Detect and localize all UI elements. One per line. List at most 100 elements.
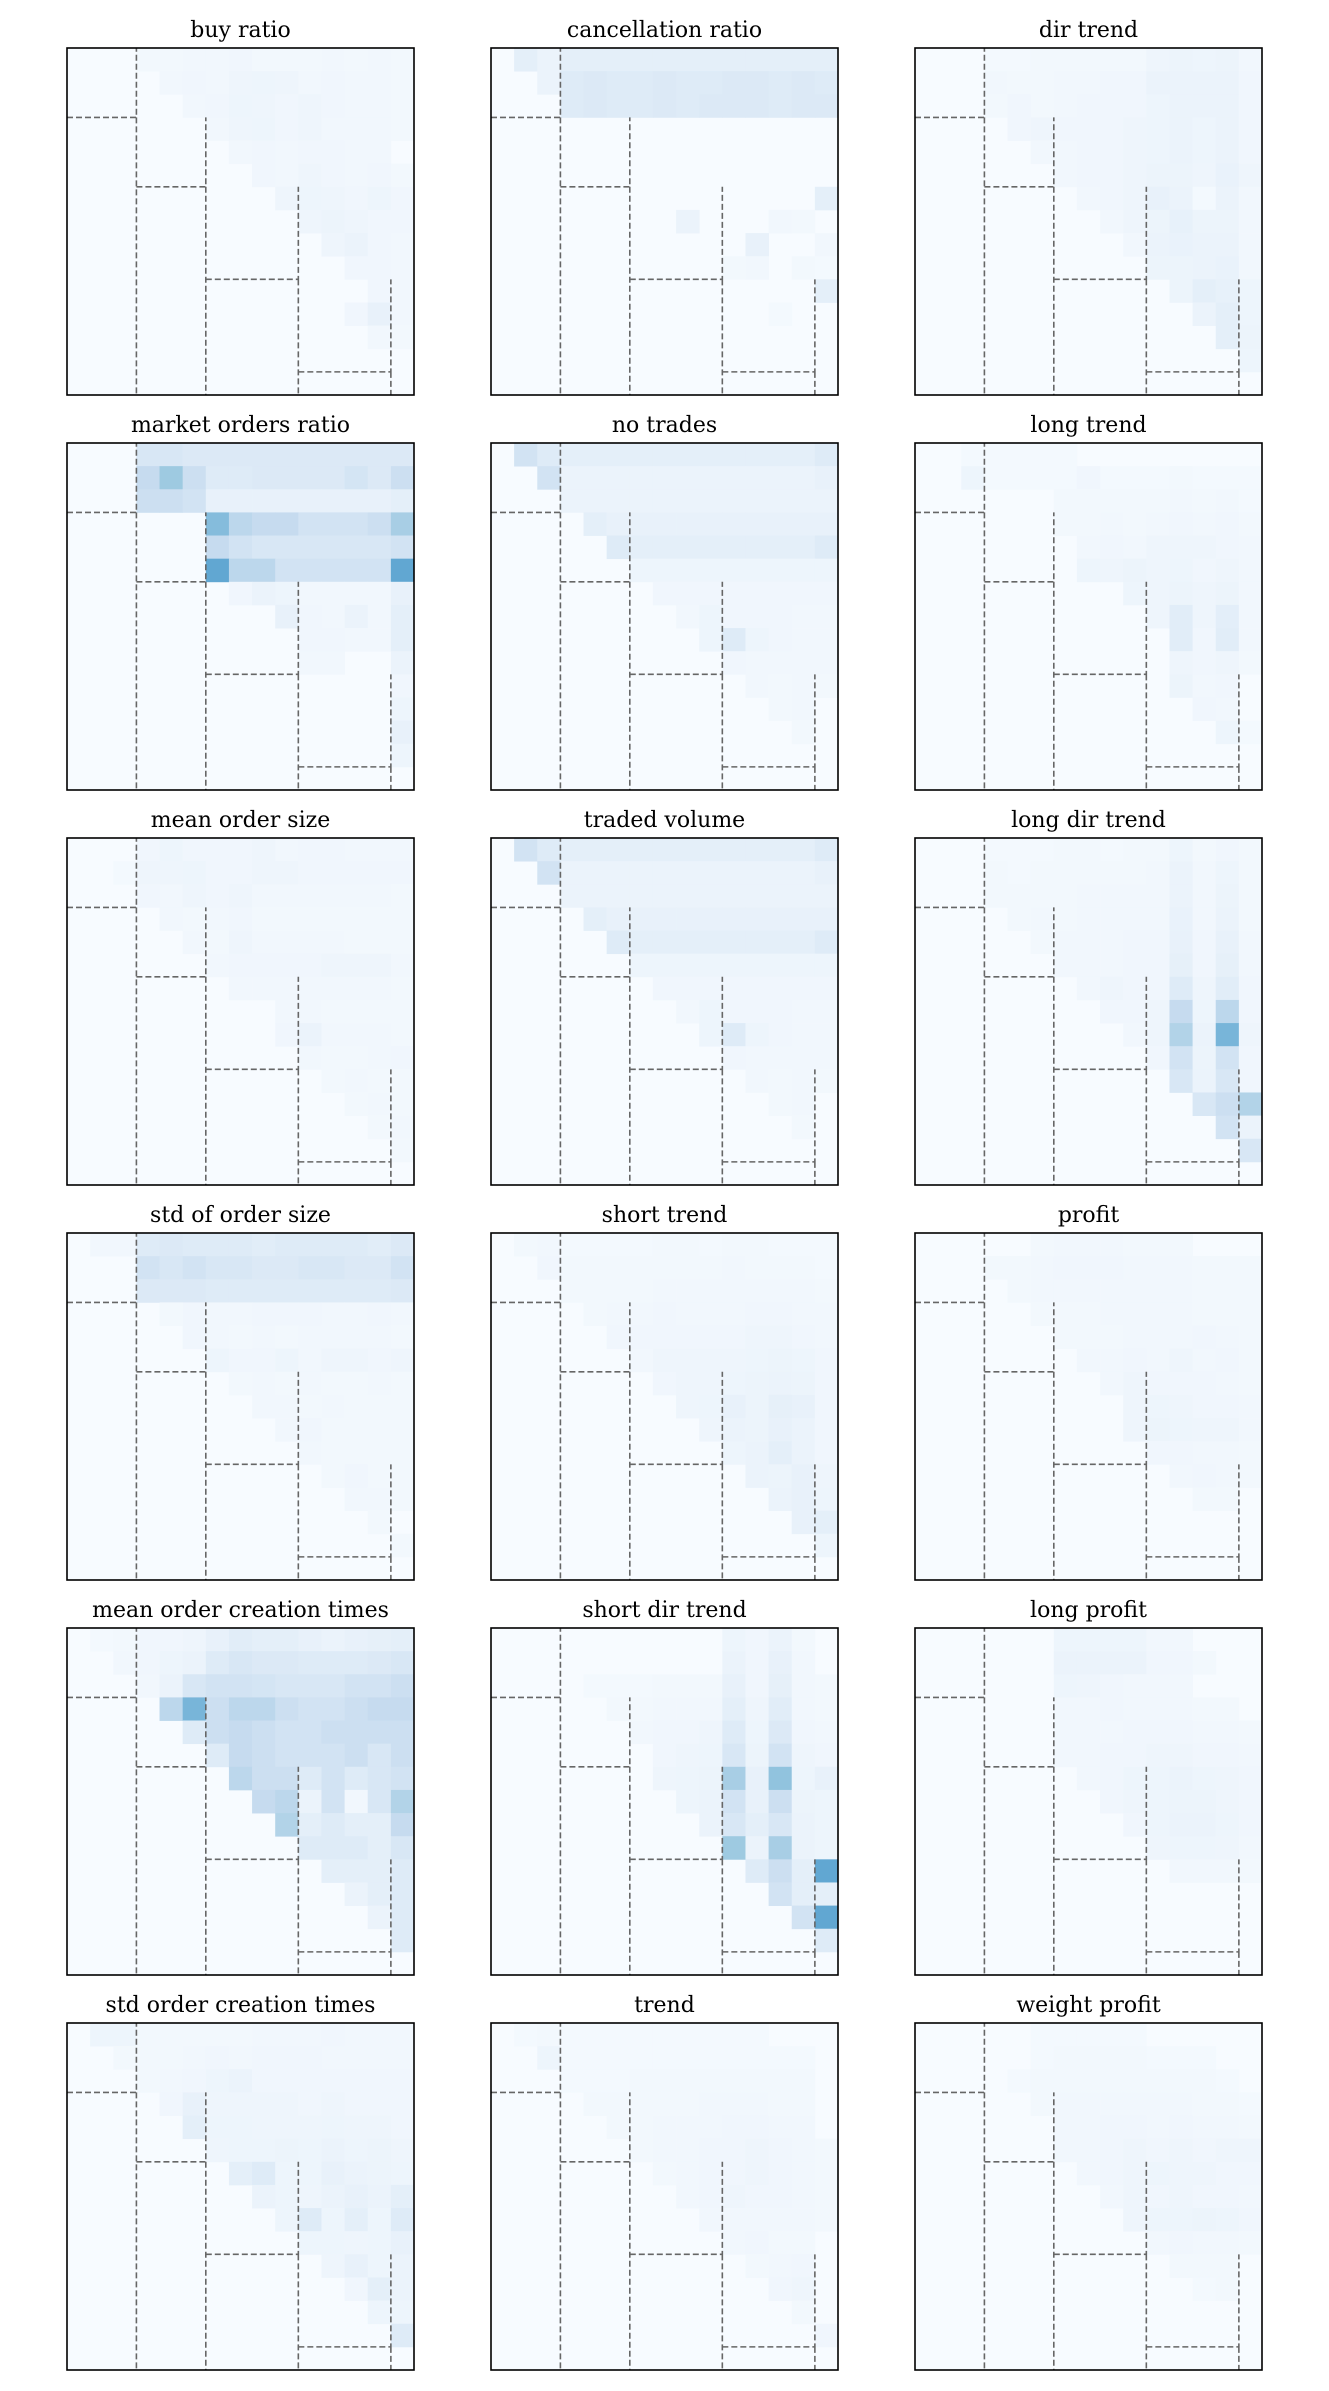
panel-title: long profit (1030, 1598, 1147, 1623)
heatmap-cell (252, 1233, 276, 1257)
heatmap-cell (560, 489, 584, 513)
heatmap-cell (652, 1743, 677, 1768)
heatmap-cell (1123, 2138, 1147, 2163)
heatmap-cell (1100, 2069, 1124, 2093)
heatmap-cell (136, 489, 160, 513)
heatmap-cell (699, 838, 723, 862)
heatmap-cell (745, 2161, 769, 2186)
heatmap-cell (390, 628, 415, 652)
heatmap-cell (228, 2161, 253, 2186)
heatmap-cell (1192, 1813, 1217, 1837)
heatmap-cell (1238, 1348, 1263, 1373)
heatmap-cell (367, 117, 392, 141)
heatmap-cell (1169, 838, 1193, 862)
panel-title: std of order size (150, 1203, 331, 1228)
heatmap-cell (814, 651, 839, 675)
panel-title: profit (1058, 1203, 1120, 1228)
heatmap-cell (1007, 466, 1032, 490)
heatmap-cell (1215, 279, 1240, 303)
panel-frame (490, 1627, 839, 1976)
heatmap-cell (1192, 838, 1217, 862)
heatmap-cell (298, 2138, 322, 2163)
heatmap-cell (298, 117, 322, 141)
heatmap-cell (205, 838, 230, 862)
heatmap-cell (1215, 1743, 1240, 1768)
heatmap-cell (814, 2184, 839, 2209)
heatmap-cell (629, 1348, 654, 1373)
heatmap-cell (321, 1279, 345, 1303)
heatmap-cell (1215, 1766, 1240, 1791)
heatmap-cell (390, 1371, 415, 1396)
heatmap-cell (1169, 861, 1193, 885)
heatmap-cell (298, 1233, 322, 1257)
heatmap-cell (390, 1836, 415, 1860)
heatmap-cell (699, 1394, 723, 1419)
heatmap-cell (1053, 884, 1078, 908)
heatmap-cell (390, 209, 415, 234)
heatmap-cell (814, 48, 839, 72)
heatmap-cell (390, 279, 415, 303)
heatmap-cell (205, 2069, 230, 2093)
heatmap-cell (367, 1233, 392, 1257)
heatmap-cell (1238, 1789, 1263, 1814)
heatmap-cell (1053, 1279, 1078, 1303)
heatmap-cell (1215, 651, 1240, 675)
heatmap-cell (814, 1836, 839, 1860)
heatmap-cell (606, 2046, 631, 2070)
heatmap-cell (228, 861, 253, 885)
heatmap-cell (1215, 1348, 1240, 1373)
heatmap-cell (228, 2115, 253, 2140)
heatmap-cell (159, 1302, 184, 1326)
heatmap-cell (182, 884, 207, 908)
heatmap-cell (228, 1628, 253, 1652)
heatmap-cell (1215, 535, 1240, 560)
heatmap-cell (390, 186, 415, 211)
heatmap-cell (275, 2023, 299, 2047)
heatmap-cell (367, 186, 392, 211)
heatmap-cell (560, 838, 584, 862)
heatmap-cell (321, 1441, 345, 1465)
heatmap-cell (252, 976, 276, 1001)
heatmap-cell (676, 489, 700, 513)
heatmap-cell (560, 71, 584, 95)
heatmap-cell (367, 558, 392, 583)
heatmap-cell (1238, 94, 1263, 118)
heatmap-cell (1169, 1628, 1193, 1652)
heatmap-cell (367, 907, 392, 931)
heatmap-cell (1238, 1859, 1263, 1883)
heatmap-cell (606, 2115, 631, 2140)
heatmap-cell (560, 1279, 584, 1303)
heatmap-cell (182, 930, 207, 955)
heatmap-cell (814, 1720, 839, 1745)
heatmap-cell (629, 71, 654, 95)
heatmap-cell (814, 1743, 839, 1768)
heatmap-cell (275, 535, 299, 560)
heatmap-cell (275, 186, 299, 211)
heatmap-cell (1053, 2069, 1078, 2093)
heatmap-cell (1123, 1279, 1147, 1303)
heatmap-cell (1169, 1418, 1193, 1442)
heatmap-cell (722, 256, 746, 280)
heatmap-cell (791, 466, 816, 490)
heatmap-cell (344, 117, 369, 141)
panel-frame (490, 2022, 839, 2371)
heatmap-cell (1215, 1279, 1240, 1303)
heatmap-cell (722, 1813, 746, 1837)
heatmap-cell (606, 884, 631, 908)
heatmap-cell (1169, 1348, 1193, 1373)
heatmap-cell (1215, 604, 1240, 629)
heatmap-cell (791, 1115, 816, 1140)
heatmap-cell (699, 1743, 723, 1768)
heatmap-cell (1238, 163, 1263, 188)
heatmap-cell (275, 1279, 299, 1303)
heatmap-cell (791, 2092, 816, 2116)
heatmap-cell (344, 94, 369, 118)
heatmap-cell (1215, 1302, 1240, 1326)
heatmap-cell (814, 2323, 839, 2348)
heatmap-cell (1215, 163, 1240, 188)
heatmap-cell (1169, 1836, 1193, 1860)
heatmap-cell (791, 2300, 816, 2325)
heatmap-cell (791, 2115, 816, 2140)
heatmap-cell (228, 489, 253, 513)
heatmap-cell (652, 558, 677, 583)
